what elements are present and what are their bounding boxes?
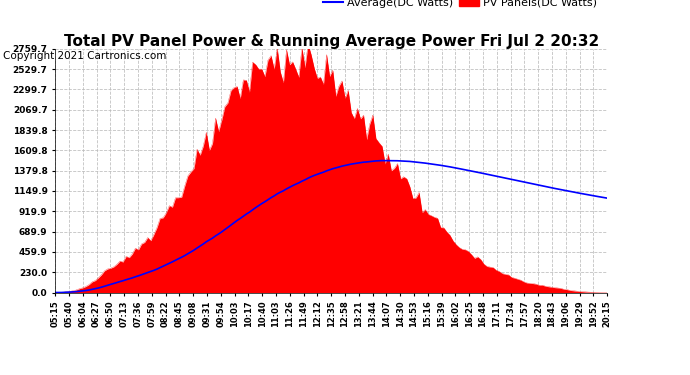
Title: Total PV Panel Power & Running Average Power Fri Jul 2 20:32: Total PV Panel Power & Running Average P…: [63, 34, 599, 49]
Legend: Average(DC Watts), PV Panels(DC Watts): Average(DC Watts), PV Panels(DC Watts): [318, 0, 602, 12]
Text: Copyright 2021 Cartronics.com: Copyright 2021 Cartronics.com: [3, 51, 167, 61]
